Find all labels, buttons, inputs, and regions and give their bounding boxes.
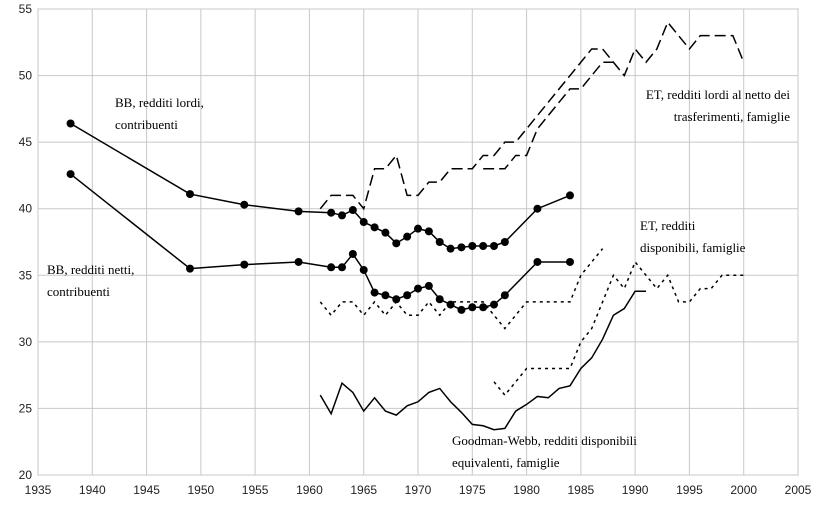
- data-point: [424, 227, 433, 236]
- y-tick-label: 40: [19, 202, 33, 216]
- series-line: [483, 61, 614, 170]
- data-point: [348, 206, 357, 215]
- data-point: [66, 170, 75, 179]
- y-tick-label: 55: [19, 2, 33, 16]
- data-point: [327, 208, 336, 217]
- data-point: [294, 257, 303, 266]
- data-point: [468, 303, 477, 312]
- x-tick-label: 1950: [188, 483, 215, 497]
- data-point: [370, 223, 379, 232]
- x-tick-label: 1980: [513, 483, 540, 497]
- data-point: [403, 232, 412, 241]
- data-point: [479, 303, 488, 312]
- y-tick-label: 25: [19, 401, 33, 415]
- data-point: [338, 211, 346, 220]
- y-tick-label: 35: [19, 268, 33, 282]
- series-label: contribuenti: [115, 117, 178, 132]
- data-point: [414, 224, 422, 233]
- data-point: [327, 263, 336, 272]
- x-tick-label: 1970: [405, 483, 432, 497]
- series-label: Goodman-Webb, redditi disponibili: [452, 433, 637, 448]
- x-tick-label: 1940: [79, 483, 106, 497]
- data-point: [381, 291, 390, 300]
- data-point: [240, 260, 249, 269]
- series-label: disponibili, famiglie: [640, 240, 746, 255]
- x-tick-label: 1945: [133, 483, 160, 497]
- data-point: [446, 244, 455, 253]
- data-point: [392, 295, 401, 304]
- series-line: [319, 248, 604, 330]
- data-point: [500, 291, 509, 300]
- data-point: [479, 241, 488, 250]
- series-line: [70, 173, 570, 311]
- data-point: [435, 238, 444, 246]
- data-point: [490, 300, 498, 309]
- data-point: [533, 204, 542, 213]
- data-point: [381, 228, 390, 237]
- data-point: [566, 257, 574, 266]
- data-point: [359, 265, 368, 274]
- series-label: equivalenti, famiglie: [452, 455, 560, 470]
- data-point: [414, 284, 422, 293]
- data-point: [403, 291, 412, 300]
- data-point: [457, 243, 466, 252]
- data-point: [348, 249, 357, 258]
- x-tick-label: 1960: [296, 483, 323, 497]
- data-point: [533, 257, 542, 266]
- data-point: [435, 295, 444, 304]
- data-point: [392, 239, 401, 248]
- data-point: [359, 218, 368, 227]
- data-point: [457, 305, 466, 314]
- y-tick-label: 50: [19, 69, 33, 83]
- x-tick-label: 1990: [622, 483, 649, 497]
- x-tick-label: 2005: [785, 483, 812, 497]
- data-point: [490, 241, 498, 250]
- x-tick-label: 1975: [459, 483, 486, 497]
- data-point: [294, 207, 303, 216]
- y-tick-label: 20: [19, 468, 33, 482]
- series-label: BB, redditi lordi,: [115, 95, 204, 110]
- series-label: ET, redditi lordi al netto dei: [646, 87, 791, 102]
- series-line: [319, 290, 646, 431]
- series-line: [493, 260, 744, 397]
- data-point: [186, 264, 194, 273]
- x-tick-label: 1995: [676, 483, 703, 497]
- data-point: [446, 300, 455, 309]
- data-point: [566, 191, 574, 200]
- x-tick-label: 1935: [25, 483, 52, 497]
- y-tick-label: 30: [19, 335, 33, 349]
- x-tick-label: 2000: [730, 483, 757, 497]
- series-label: BB, redditi netti,: [47, 262, 134, 277]
- series-label: ET, redditi: [640, 218, 696, 233]
- series-line: [319, 20, 745, 211]
- data-point: [468, 241, 477, 250]
- y-tick-label: 45: [19, 135, 33, 149]
- data-point: [370, 288, 379, 297]
- data-point: [500, 238, 509, 246]
- data-point: [338, 263, 346, 272]
- series-label: contribuenti: [47, 284, 110, 299]
- x-tick-label: 1985: [568, 483, 595, 497]
- data-point: [424, 281, 433, 290]
- x-tick-label: 1965: [350, 483, 377, 497]
- data-point: [186, 190, 194, 199]
- x-tick-label: 1955: [242, 483, 269, 497]
- data-point: [240, 200, 249, 209]
- data-point: [66, 119, 75, 128]
- series-label: trasferimenti, famiglie: [674, 109, 790, 124]
